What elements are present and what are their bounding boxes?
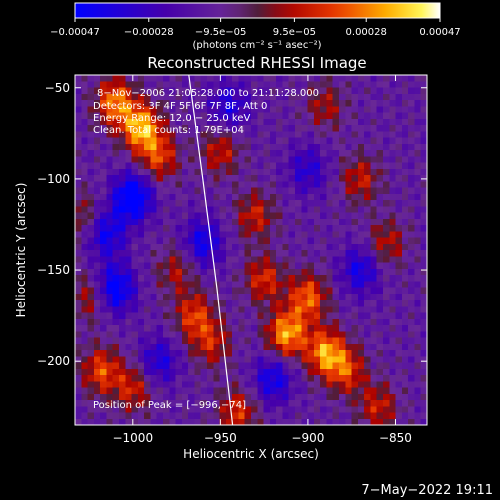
colorbar-tick-label: 9.5e−05 [273,27,316,38]
annotation-detectors: Detectors: 3F 4F 5F 6F 7F 8F, Att 0 [93,101,267,112]
y-tick-label: −100 [37,172,70,186]
solar-limb-line [188,75,234,425]
annotation-peak-position: Position of Peak = [−996,−74] [93,400,246,411]
x-axis-ticks: −1000 −950 −900 −850 [112,75,412,445]
y-axis-ticks: −50 −100 −150 −200 [37,81,427,368]
y-tick-label: −50 [45,81,70,95]
colorbar-frame [74,2,441,19]
x-tick-label: −1000 [112,431,153,445]
annotation-counts: Clean. Total counts: 1.79E+04 [93,125,244,136]
plot-timestamp: 7−May−2022 19:11 [361,483,493,498]
x-axis-label: Heliocentric X (arcsec) [183,447,319,461]
x-tick-label: −850 [379,431,412,445]
colorbar-unit-label: (photons cm⁻² s⁻¹ asec⁻²) [192,40,321,51]
plot-area: −1000 −950 −900 −850 −50 −100 −150 −200 [37,74,428,445]
y-tick-label: −150 [37,263,70,277]
y-axis-label: Heliocentric Y (arcsec) [14,183,28,318]
colorbar-tick-label: −9.5e−05 [195,27,247,38]
colorbar: −0.00047 −0.00028 −9.5e−05 9.5e−05 0.00028 0.… [50,2,461,51]
x-tick-label: −900 [291,431,324,445]
colorbar-tick-label: −0.00047 [50,27,100,38]
y-tick-label: −200 [37,354,70,368]
annotation-energy-range: Energy Range: 12.0 − 25.0 keV [93,113,250,124]
annotation-time-range: 8−Nov−2006 21:05:28.000 to 21:11:28.000 [97,88,319,99]
plot-frame [74,74,428,426]
heatmap-image [75,75,427,425]
x-tick-label: −950 [204,431,237,445]
colorbar-ticks: −0.00047 −0.00028 −9.5e−05 9.5e−05 0.00028 0.… [50,18,461,38]
colorbar-tick-label: −0.00028 [124,27,174,38]
colorbar-gradient [75,3,440,18]
chart-title: Reconstructed RHESSI Image [147,54,366,72]
colorbar-tick-label: 0.00047 [419,27,460,38]
colorbar-tick-label: 0.00028 [346,27,387,38]
